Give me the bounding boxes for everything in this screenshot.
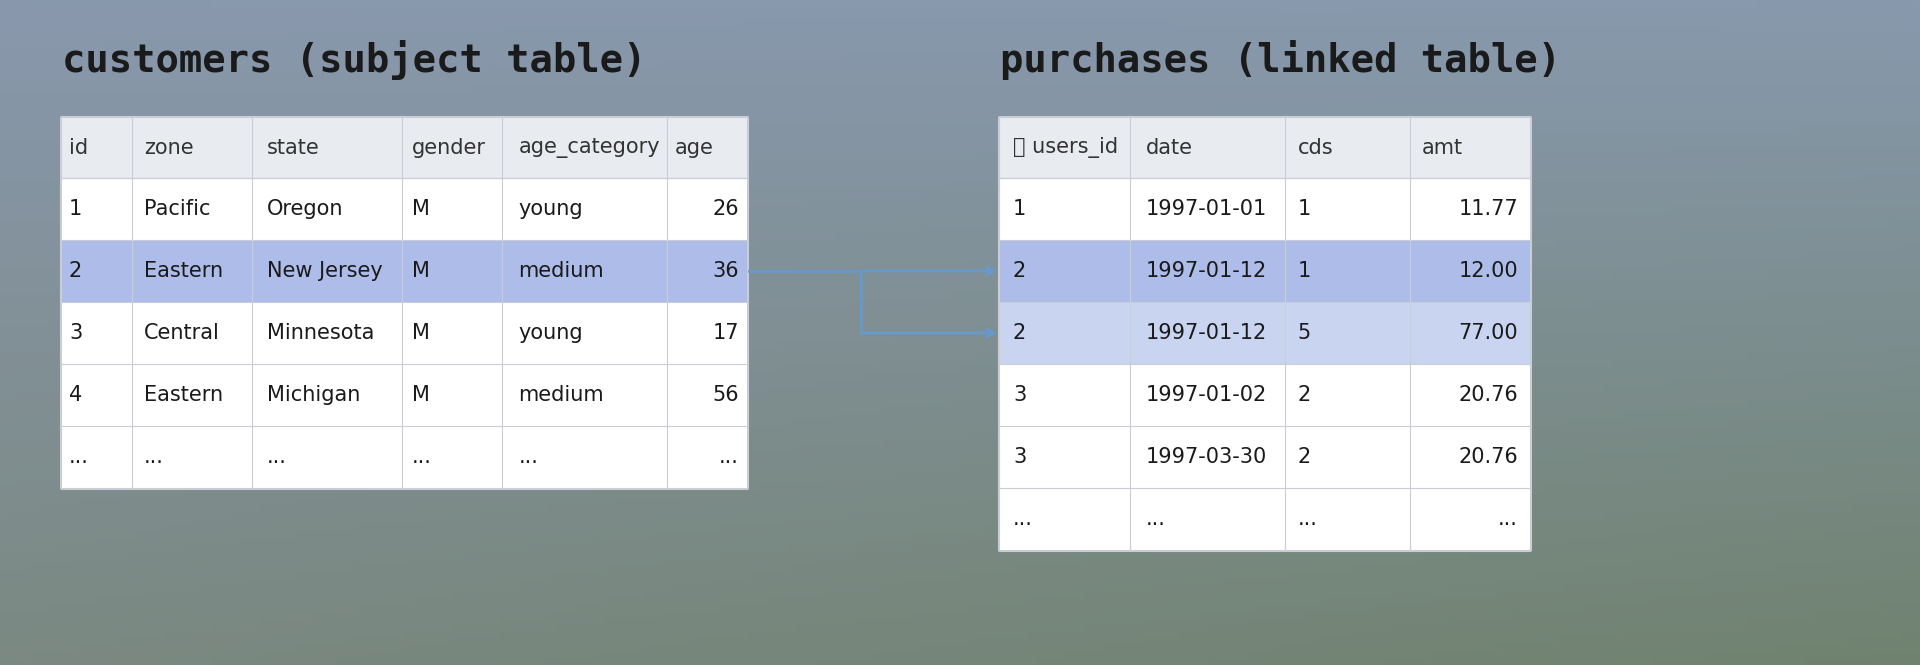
Text: 2: 2 [1298, 447, 1311, 467]
Bar [61, 364, 747, 426]
Text: ...: ... [69, 447, 88, 467]
Text: ...: ... [1146, 509, 1165, 529]
Text: age_category: age_category [518, 138, 660, 158]
Bar [1000, 302, 1530, 364]
Bar [61, 240, 747, 302]
Text: 1: 1 [1298, 199, 1311, 219]
Text: 26: 26 [712, 199, 739, 219]
Text: 2: 2 [69, 261, 83, 281]
Text: ...: ... [1498, 509, 1519, 529]
Bar [61, 178, 747, 240]
Text: medium: medium [518, 385, 605, 405]
Text: 2: 2 [1014, 261, 1027, 281]
Bar [61, 426, 747, 488]
Text: 1997-01-12: 1997-01-12 [1146, 261, 1267, 281]
Text: M: M [413, 261, 430, 281]
Text: cds: cds [1298, 138, 1332, 158]
Bar [1000, 488, 1530, 550]
Text: 3: 3 [1014, 447, 1027, 467]
Bar [1000, 118, 1530, 550]
Text: purchases (linked table): purchases (linked table) [1000, 40, 1561, 80]
Text: 2: 2 [1298, 385, 1311, 405]
Text: Oregon: Oregon [267, 199, 344, 219]
Text: 20.76: 20.76 [1459, 385, 1519, 405]
Text: 17: 17 [712, 323, 739, 343]
Text: 🔑 users_id: 🔑 users_id [1014, 138, 1117, 158]
Text: 1997-03-30: 1997-03-30 [1146, 447, 1267, 467]
Text: ...: ... [267, 447, 286, 467]
Bar [1000, 118, 1530, 178]
Text: M: M [413, 199, 430, 219]
Text: medium: medium [518, 261, 605, 281]
Text: ...: ... [1298, 509, 1317, 529]
Text: Eastern: Eastern [144, 261, 223, 281]
Text: M: M [413, 323, 430, 343]
Bar [61, 118, 747, 178]
Text: id: id [69, 138, 88, 158]
Text: young: young [518, 323, 584, 343]
Text: Central: Central [144, 323, 221, 343]
Text: 36: 36 [712, 261, 739, 281]
Bar [1000, 178, 1530, 240]
Text: ...: ... [1014, 509, 1033, 529]
Bar [1000, 426, 1530, 488]
Text: 1: 1 [69, 199, 83, 219]
Text: ...: ... [518, 447, 538, 467]
Text: ...: ... [413, 447, 432, 467]
Text: zone: zone [144, 138, 194, 158]
Text: 1997-01-01: 1997-01-01 [1146, 199, 1267, 219]
Text: ...: ... [144, 447, 163, 467]
Text: 1997-01-12: 1997-01-12 [1146, 323, 1267, 343]
Text: 12.00: 12.00 [1459, 261, 1519, 281]
Text: age: age [676, 138, 714, 158]
Text: 3: 3 [1014, 385, 1027, 405]
Text: 3: 3 [69, 323, 83, 343]
Text: 20.76: 20.76 [1459, 447, 1519, 467]
Text: date: date [1146, 138, 1192, 158]
Text: Eastern: Eastern [144, 385, 223, 405]
Text: Minnesota: Minnesota [267, 323, 374, 343]
Text: 1: 1 [1014, 199, 1027, 219]
Bar [61, 302, 747, 364]
Text: amt: amt [1423, 138, 1463, 158]
Text: 77.00: 77.00 [1459, 323, 1519, 343]
Text: 1997-01-02: 1997-01-02 [1146, 385, 1267, 405]
Text: customers (subject table): customers (subject table) [61, 40, 647, 80]
Bar [1000, 240, 1530, 302]
Text: New Jersey: New Jersey [267, 261, 382, 281]
Text: Michigan: Michigan [267, 385, 361, 405]
Text: 1: 1 [1298, 261, 1311, 281]
Text: state: state [267, 138, 321, 158]
Text: Pacific: Pacific [144, 199, 211, 219]
Text: 5: 5 [1298, 323, 1311, 343]
Text: 4: 4 [69, 385, 83, 405]
Bar [61, 118, 747, 488]
Bar [1000, 364, 1530, 426]
Text: M: M [413, 385, 430, 405]
Text: young: young [518, 199, 584, 219]
Text: 11.77: 11.77 [1459, 199, 1519, 219]
Text: 56: 56 [712, 385, 739, 405]
Text: 2: 2 [1014, 323, 1027, 343]
Text: ...: ... [720, 447, 739, 467]
Text: gender: gender [413, 138, 486, 158]
